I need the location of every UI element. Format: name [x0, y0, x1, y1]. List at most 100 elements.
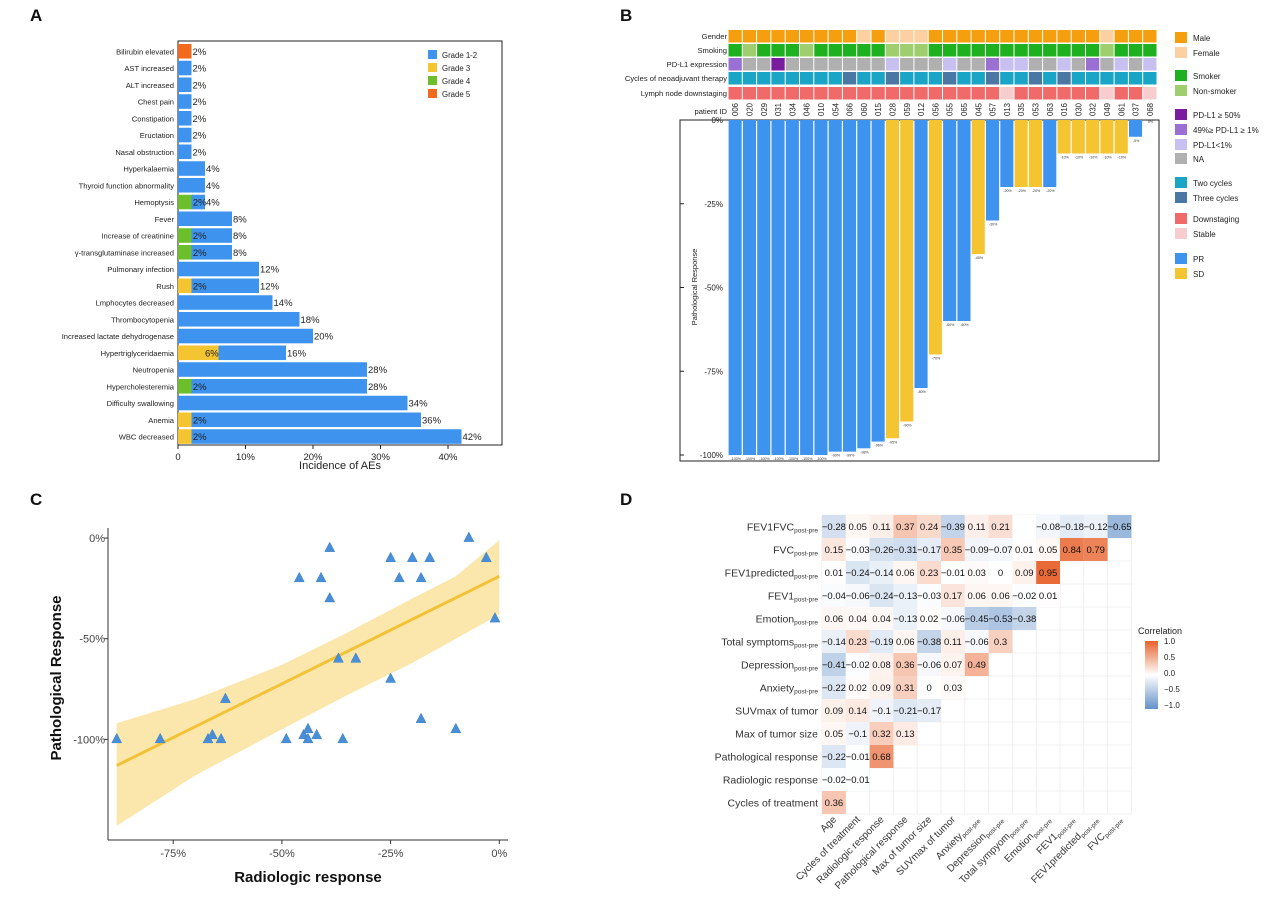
heatmap-cell	[964, 515, 989, 538]
patient-id: 068	[1146, 103, 1155, 116]
row-label: Cycles of treatment	[728, 798, 819, 810]
heatmap-cell	[1107, 515, 1132, 538]
heatmap-cell	[941, 561, 965, 584]
track-label: Cycles of neoadjuvant therapy	[625, 74, 727, 83]
track-cell	[1143, 44, 1157, 57]
waterfall-bar	[1071, 120, 1085, 154]
data-point	[215, 732, 227, 744]
patient-id: 035	[1017, 102, 1026, 116]
total-value-label: 2%	[193, 80, 207, 91]
cell-value-label: 0.06	[991, 591, 1010, 602]
x-tick-label: 30%	[371, 452, 391, 463]
heatmap-cell	[845, 676, 870, 699]
waterfall-bar	[957, 120, 971, 321]
cell-value-label: 0.09	[872, 683, 891, 694]
inner-value-label: 6%	[205, 348, 219, 359]
bar-value-label: -100%	[802, 457, 813, 461]
cell-value-label: −0.04	[822, 591, 846, 602]
track-cell	[1114, 58, 1128, 71]
heatmap-cell	[845, 745, 870, 768]
cell-value-label: −0.08	[1036, 522, 1060, 533]
heatmap-cell	[822, 584, 846, 607]
category-label: Thyroid function abnormality	[79, 181, 175, 190]
heatmap-cell	[964, 653, 989, 676]
legend-swatch	[428, 76, 437, 85]
data-point	[219, 692, 231, 703]
heatmap-cell	[869, 653, 894, 676]
data-point	[154, 732, 166, 744]
waterfall-bar	[971, 120, 985, 254]
legend-tick-label: 1.0	[1164, 637, 1176, 646]
cell-value-label: 0.17	[944, 591, 963, 602]
total-value-label: 16%	[287, 348, 307, 359]
total-value-label: 2%	[193, 64, 207, 75]
patient-id: 053	[1031, 103, 1040, 116]
heatmap-cell	[869, 699, 894, 722]
bar-segment	[178, 127, 192, 143]
track-cell	[871, 44, 885, 57]
track-cell	[1086, 87, 1100, 100]
x-tick-label: 20%	[303, 452, 323, 463]
track-cell	[800, 87, 814, 100]
patient-id: 031	[774, 103, 783, 116]
bar-value-label: -40%	[975, 256, 984, 260]
data-point	[424, 551, 436, 562]
cell-value-label: 0.21	[991, 522, 1010, 533]
cell-value-label: 0.09	[825, 706, 844, 717]
cell-value-label: −0.06	[965, 637, 989, 648]
heatmap-cell	[893, 699, 918, 722]
bar-segment	[178, 44, 192, 59]
waterfall-bar	[871, 120, 885, 442]
data-point	[302, 732, 314, 744]
heatmap-cell	[869, 630, 894, 653]
track-cell	[842, 30, 857, 43]
data-point	[324, 591, 336, 603]
track-cell	[771, 58, 785, 71]
bar-segment	[178, 395, 408, 411]
cell-value-label: 0.11	[968, 522, 986, 533]
cell-value-label: 0.14	[848, 706, 867, 717]
bar-segment	[178, 77, 192, 93]
waterfall-bar	[728, 120, 742, 455]
heatmap-cell	[964, 584, 989, 607]
category-label: Hypercholesteremia	[106, 382, 174, 391]
legend-swatch	[1175, 85, 1187, 96]
cell-value-label: 0.36	[825, 798, 844, 809]
cell-value-label: −0.53	[988, 614, 1012, 625]
track-cell	[1071, 58, 1085, 71]
track-cell	[914, 87, 928, 100]
cell-value-label: −0.01	[941, 568, 965, 579]
cell-value-label: −0.17	[917, 706, 941, 717]
bar-value-label: -80%	[917, 390, 926, 394]
track-cell	[1114, 87, 1128, 100]
track-cell	[1043, 30, 1057, 43]
data-point	[311, 728, 323, 740]
track-cell	[1143, 58, 1157, 71]
track-cell	[1057, 87, 1071, 100]
bar-segment	[178, 295, 273, 310]
cell-value-label: 0.35	[944, 545, 963, 556]
patient-id: 013	[1003, 103, 1012, 116]
legend-tick-label: 0.0	[1164, 669, 1176, 678]
legend-tick-label: −1.0	[1164, 701, 1180, 710]
cell-value-label: −0.14	[822, 637, 846, 648]
total-value-label: 20%	[314, 332, 334, 343]
bar-value-label: -30%	[989, 223, 998, 227]
cell-value-label: 0.05	[848, 522, 867, 533]
track-cell	[1043, 44, 1057, 57]
heatmap-cell	[917, 699, 941, 722]
patient-id: 012	[917, 103, 926, 116]
cell-value-label: −0.06	[941, 614, 965, 625]
track-cell	[785, 58, 799, 71]
total-value-label: 28%	[368, 365, 388, 376]
row-label: FEV1post-pre	[768, 591, 818, 604]
legend-swatch	[428, 63, 437, 72]
heatmap-cell	[893, 538, 918, 561]
category-label: Hyperkalaemia	[123, 165, 174, 174]
waterfall-bar	[928, 120, 942, 355]
track-cell	[1100, 58, 1114, 71]
cell-value-label: −0.18	[1060, 522, 1084, 533]
bar-value-label: -100%	[816, 457, 827, 461]
patient-id: 061	[1117, 103, 1126, 116]
patient-id: 020	[745, 102, 754, 116]
